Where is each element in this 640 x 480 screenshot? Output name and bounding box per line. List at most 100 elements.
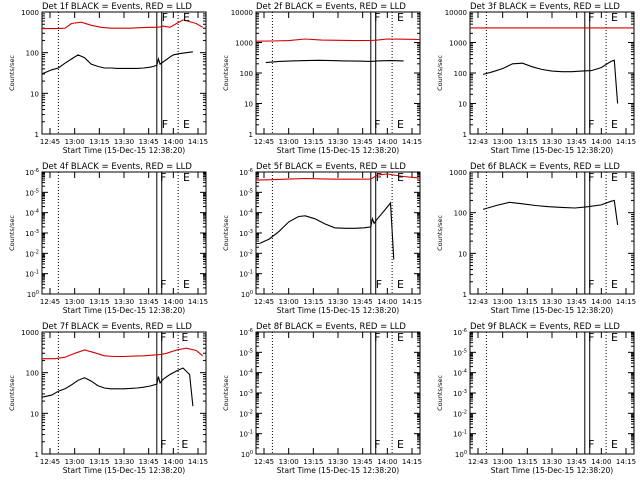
y-tick-exponent: -6 [248,168,253,174]
x-tick-label: 12:45 [254,138,274,146]
marker-label-e: E [397,278,404,291]
x-tick-label: 13:45 [567,458,587,466]
chart-title: Det 1f BLACK = Events, RED = LLD [42,2,192,12]
x-tick-label: 13:15 [303,298,323,306]
marker-label-f: F [588,278,594,291]
lld-series-line [42,347,204,360]
y-tick-base: 10 [25,271,34,279]
x-tick-label: 14:15 [188,298,208,306]
y-tick-label: 10-1 [453,430,467,439]
y-tick-label: 10-6 [453,328,467,337]
y-tick-label: 10-5 [453,348,467,357]
y-tick-label: 100 [454,70,467,78]
y-tick-label: 10-5 [239,348,253,357]
x-tick-label: 13:15 [89,138,109,146]
chart-panel-9: Det 9f BLACK = Events, RED = LLD10010-11… [436,322,636,475]
x-tick-label: 14:15 [616,298,636,306]
marker-label-top-f: F [162,11,168,24]
marker-label-top-e: E [397,171,404,184]
chart-title: Det 7f BLACK = Events, RED = LLD [42,322,192,332]
y-tick-label: 10-3 [239,229,253,238]
y-tick-exponent: -5 [248,188,253,194]
marker-label-e: E [397,118,404,131]
marker-label-f: F [160,438,166,451]
marker-label-top-f: F [374,331,380,344]
y-tick-label: 1 [249,131,253,139]
y-tick-base: 10 [453,431,462,439]
chart-panel-6: Det 6f BLACK = Events, RED = LLD 1 10 100 10… [436,162,636,315]
x-axis-label: Start Time (15-Dec-15 12:38:20) [63,466,185,475]
y-tick-label: 1 [35,451,39,459]
y-tick-base: 10 [25,250,34,258]
marker-label-e: E [397,438,404,451]
y-tick-label: 100 [241,290,253,299]
y-tick-exponent: -5 [248,348,253,354]
y-tick-base: 10 [239,431,248,439]
y-tick-label: 100 [241,450,253,459]
marker-label-f: F [376,278,382,291]
y-tick-exponent: -5 [34,188,39,194]
y-tick-exponent: -1 [462,430,467,436]
y-tick-label: 10-2 [239,249,253,258]
plot-frame [469,331,635,455]
y-tick-label: 10 [458,250,467,258]
x-tick-label: 13:45 [567,298,587,306]
marker-label-top-e: E [611,331,618,344]
y-tick-label: 10-3 [25,229,39,238]
y-tick-base: 10 [27,291,36,299]
y-tick-label: 10-3 [239,389,253,398]
x-tick-label: 13:00 [279,298,299,306]
x-tick-label: 13:30 [114,138,134,146]
y-tick-label: 1 [463,131,467,139]
y-tick-label: 1000 [235,40,253,48]
marker-label-e: E [611,118,618,131]
x-tick-label: 13:30 [328,458,348,466]
y-tick-label: 10-1 [25,270,39,279]
y-tick-exponent: -3 [462,389,467,395]
x-axis-label: Start Time (15-Dec-15 12:38:20) [277,306,399,315]
y-tick-label: 10 [458,101,467,109]
marker-label-top-f: F [160,331,166,344]
chart-title: Det 4f BLACK = Events, RED = LLD [42,162,192,172]
x-tick-label: 13:00 [65,298,85,306]
x-tick-label: 14:00 [591,298,611,306]
marker-label-e: E [611,278,618,291]
y-tick-label: 100 [240,70,253,78]
y-tick-base: 10 [239,271,248,279]
y-tick-label: 10-4 [239,369,253,378]
y-axis-label: Counts/sec [222,215,230,251]
y-axis-label: Counts/sec [222,55,230,91]
y-tick-label: 10-5 [239,188,253,197]
y-tick-exponent: 0 [464,450,467,456]
y-axis-label: Counts/sec [8,375,16,411]
x-tick-label: 13:45 [567,138,587,146]
x-axis-label: Start Time (15-Dec-15 12:38:20) [491,466,613,475]
y-tick-label: 1000 [449,40,467,48]
y-tick-label: 10-6 [239,168,253,177]
y-tick-base: 10 [453,329,462,337]
marker-label-f: F [374,118,380,131]
y-tick-base: 10 [25,169,34,177]
x-tick-label: 13:15 [517,298,537,306]
y-axis-label: Counts/sec [436,375,444,411]
x-tick-label: 13:30 [114,298,134,306]
y-tick-label: 100 [455,450,467,459]
x-tick-label: 13:15 [303,138,323,146]
x-tick-label: 13:30 [328,138,348,146]
y-tick-label: 10-2 [453,409,467,418]
plot-frame [255,171,421,295]
y-tick-exponent: -6 [34,168,39,174]
y-tick-base: 10 [239,189,248,197]
marker-label-e: E [183,278,190,291]
y-tick-label: 10-3 [453,389,467,398]
x-tick-label: 13:30 [328,298,348,306]
y-tick-base: 10 [25,189,34,197]
x-axis-label: Start Time (15-Dec-15 12:38:20) [63,146,185,155]
y-tick-label: 1000 [21,329,39,337]
y-tick-exponent: -4 [248,209,253,215]
y-tick-exponent: -1 [34,270,39,276]
x-tick-label: 12:45 [254,458,274,466]
y-axis-label: Counts/sec [8,215,16,251]
chart-title: Det 8f BLACK = Events, RED = LLD [256,322,406,332]
x-tick-label: 13:00 [493,458,513,466]
